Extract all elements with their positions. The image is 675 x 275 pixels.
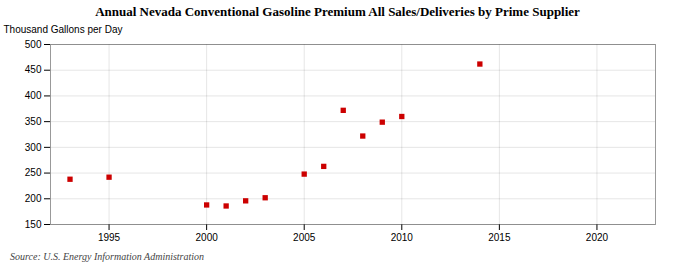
svg-text:2000: 2000 <box>196 232 219 243</box>
svg-text:400: 400 <box>25 90 42 101</box>
svg-text:2010: 2010 <box>391 232 414 243</box>
svg-text:300: 300 <box>25 142 42 153</box>
svg-text:1995: 1995 <box>98 232 121 243</box>
svg-text:450: 450 <box>25 64 42 75</box>
html-text:Annual Nevada Conventional Gas: Annual Nevada Conventional Gasoline Prem… <box>95 4 580 19</box>
svg-text:250: 250 <box>25 167 42 178</box>
svg-text:200: 200 <box>25 193 42 204</box>
svg-text:2005: 2005 <box>293 232 316 243</box>
html-text:Source: U.S. Energy Informatio: Source: U.S. Energy Information Administ… <box>10 251 205 262</box>
svg-text:500: 500 <box>25 39 42 50</box>
svg-text:350: 350 <box>25 116 42 127</box>
svg-text:2020: 2020 <box>586 232 609 243</box>
svg-text:Thousand Gallons per Day: Thousand Gallons per Day <box>4 24 123 35</box>
svg-text:150: 150 <box>25 219 42 230</box>
svg-text:2015: 2015 <box>488 232 511 243</box>
